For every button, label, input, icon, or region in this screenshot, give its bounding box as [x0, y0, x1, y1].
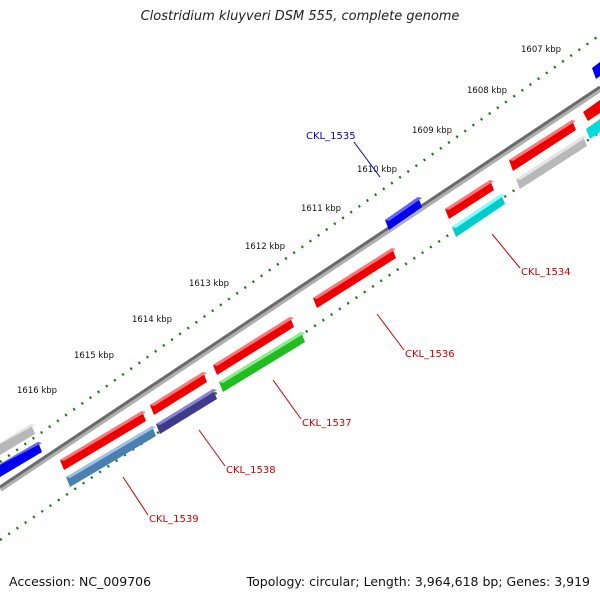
gene-feature-blue[interactable] [592, 62, 600, 79]
gene-feature-cyan-top [452, 194, 505, 228]
gene-feature-blue[interactable] [385, 197, 422, 230]
accession-text: Accession: NC_009706 [9, 574, 152, 589]
map-title: Clostridium kluyveri DSM 555, complete g… [140, 9, 460, 24]
outer-ruler [0, 33, 600, 464]
gene-feature-slateblue[interactable] [156, 389, 217, 434]
gene-feature-blue-top [0, 442, 42, 465]
gene-feature-steelblue[interactable] [66, 426, 156, 487]
leader-line [272, 379, 302, 420]
gene-feature-blue[interactable] [0, 442, 42, 477]
gene-feature-green[interactable] [219, 332, 305, 392]
leader-line [198, 429, 226, 467]
gene-feature-red-top [313, 248, 396, 299]
tick-label: 1607 kbp [521, 45, 561, 55]
genome-backbone [0, 85, 600, 489]
gene-feature-steelblue-top [66, 426, 156, 478]
gene-feature-red[interactable] [60, 411, 146, 470]
tick-label: 1615 kbp [74, 351, 114, 361]
gene-feature-red-top [150, 372, 207, 406]
gene-label-ckl-1535[interactable]: CKL_1535 [306, 131, 356, 142]
tick-label: 1611 kbp [301, 204, 341, 214]
gene-feature-gray-top [0, 424, 35, 444]
gene-feature-gray[interactable] [0, 424, 35, 455]
gene-features [0, 62, 600, 487]
gene-leader-lines [122, 141, 521, 516]
gene-feature-red[interactable] [445, 180, 494, 219]
gene-feature-gray[interactable] [516, 136, 587, 189]
genome-backbone-shadow [0, 86, 600, 492]
gene-feature-red-top [445, 180, 494, 210]
tick-label: 1613 kbp [189, 279, 229, 289]
tick-label: 1609 kbp [412, 126, 452, 136]
gene-feature-green-top [219, 332, 305, 383]
gene-feature-red[interactable] [150, 372, 207, 415]
gene-feature-cyan[interactable] [586, 119, 600, 139]
gene-feature-slateblue-top [156, 389, 217, 425]
gene-label-ckl-1538[interactable]: CKL_1538 [226, 465, 276, 476]
gene-feature-red-top [509, 120, 576, 161]
gene-label-ckl-1534[interactable]: CKL_1534 [521, 267, 571, 278]
genome-summary-text: Topology: circular; Length: 3,964,618 bp… [246, 574, 590, 589]
tick-label: 1614 kbp [132, 315, 172, 325]
gene-feature-gray-top [516, 136, 587, 180]
gene-label-ckl-1539[interactable]: CKL_1539 [149, 514, 199, 525]
inner-ruler [0, 130, 600, 542]
tick-label: 1610 kbp [357, 165, 397, 175]
tick-label: 1612 kbp [245, 242, 285, 252]
gene-feature-red[interactable] [213, 317, 294, 375]
tick-labels: 1607 kbp 1608 kbp 1609 kbp 1610 kbp 1611… [17, 45, 561, 396]
gene-feature-cyan[interactable] [452, 194, 505, 237]
gene-feature-red-top [60, 411, 146, 461]
leader-line [122, 476, 149, 516]
tick-label: 1616 kbp [17, 386, 57, 396]
gene-label-ckl-1537[interactable]: CKL_1537 [302, 418, 352, 429]
gene-feature-red[interactable] [313, 248, 396, 308]
leader-line [353, 141, 381, 178]
gene-feature-red-top [213, 317, 294, 366]
tick-label: 1608 kbp [467, 86, 507, 96]
gene-labels: CKL_1535 CKL_1534 CKL_1536 CKL_1537 CKL_… [149, 131, 571, 525]
leader-line [376, 313, 405, 351]
gene-feature-blue-top [385, 197, 422, 221]
gene-label-ckl-1536[interactable]: CKL_1536 [405, 349, 455, 360]
gene-feature-red[interactable] [509, 120, 576, 171]
gene-feature-red[interactable] [583, 100, 600, 121]
leader-line [491, 233, 521, 269]
